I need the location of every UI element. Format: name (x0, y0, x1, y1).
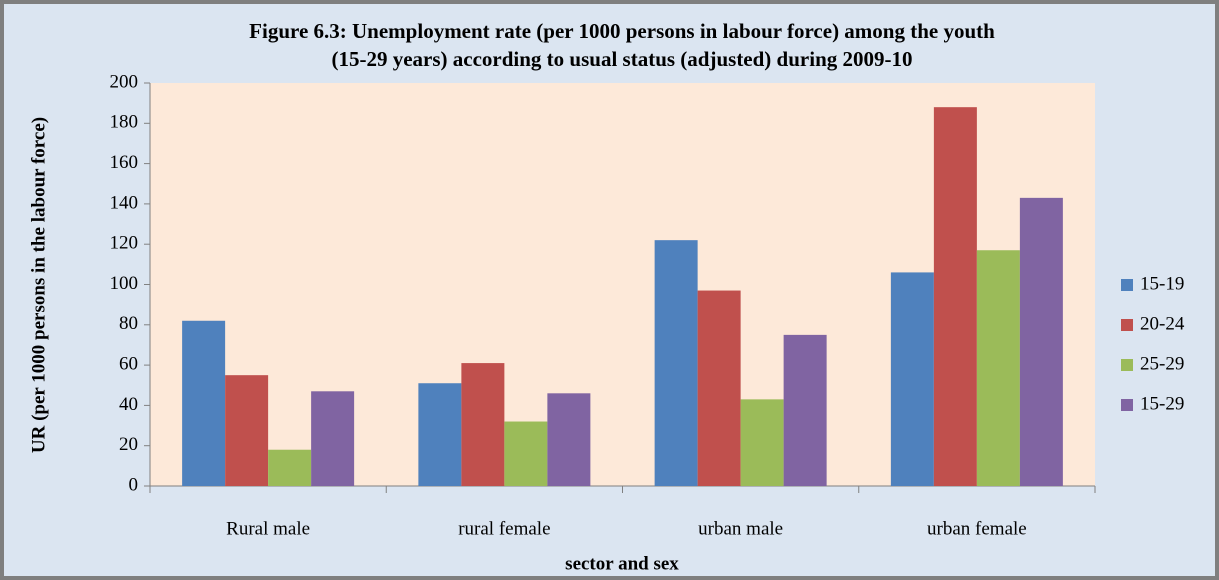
x-tick-label: Rural male (226, 518, 310, 539)
y-tick-label: 20 (119, 434, 138, 455)
y-tick-label: 40 (119, 394, 138, 415)
y-tick-label: 100 (110, 273, 139, 294)
chart-title: Figure 6.3: Unemployment rate (per 1000 … (249, 19, 995, 43)
bar (1019, 197, 1063, 487)
y-tick-label: 120 (110, 233, 139, 254)
y-tick-label: 0 (129, 474, 139, 495)
y-tick-label: 60 (119, 353, 138, 374)
legend-swatch (1121, 319, 1133, 331)
legend-swatch (1121, 359, 1133, 371)
bar (740, 399, 784, 486)
y-axis-label: UR (per 1000 persons in the labour force… (28, 117, 49, 453)
bar (461, 363, 505, 486)
bar (504, 421, 548, 486)
legend-swatch (1121, 279, 1133, 291)
bar (697, 290, 741, 486)
bar (418, 383, 462, 486)
bar (182, 320, 226, 486)
bar (225, 375, 269, 486)
chart-title: (15-29 years) according to usual status … (331, 47, 912, 71)
bar (268, 449, 312, 486)
x-axis-label: sector and sex (565, 553, 679, 574)
y-tick-label: 80 (119, 313, 138, 334)
bar (933, 107, 977, 487)
legend-label: 15-29 (1140, 393, 1184, 414)
bar (311, 391, 355, 486)
bar (547, 393, 591, 486)
bar (890, 272, 934, 486)
x-tick-label: urban female (927, 518, 1027, 539)
bar (654, 240, 698, 486)
legend-swatch (1121, 399, 1133, 411)
x-tick-label: rural female (458, 518, 550, 539)
bar (976, 250, 1020, 486)
legend-label: 25-29 (1140, 353, 1184, 374)
legend-label: 20-24 (1140, 313, 1185, 334)
y-tick-label: 180 (110, 112, 139, 133)
y-tick-label: 140 (110, 192, 139, 213)
x-tick-label: urban male (698, 518, 783, 539)
bar (783, 334, 827, 486)
legend-label: 15-19 (1140, 273, 1184, 294)
y-tick-label: 200 (110, 71, 139, 92)
y-tick-label: 160 (110, 152, 139, 173)
